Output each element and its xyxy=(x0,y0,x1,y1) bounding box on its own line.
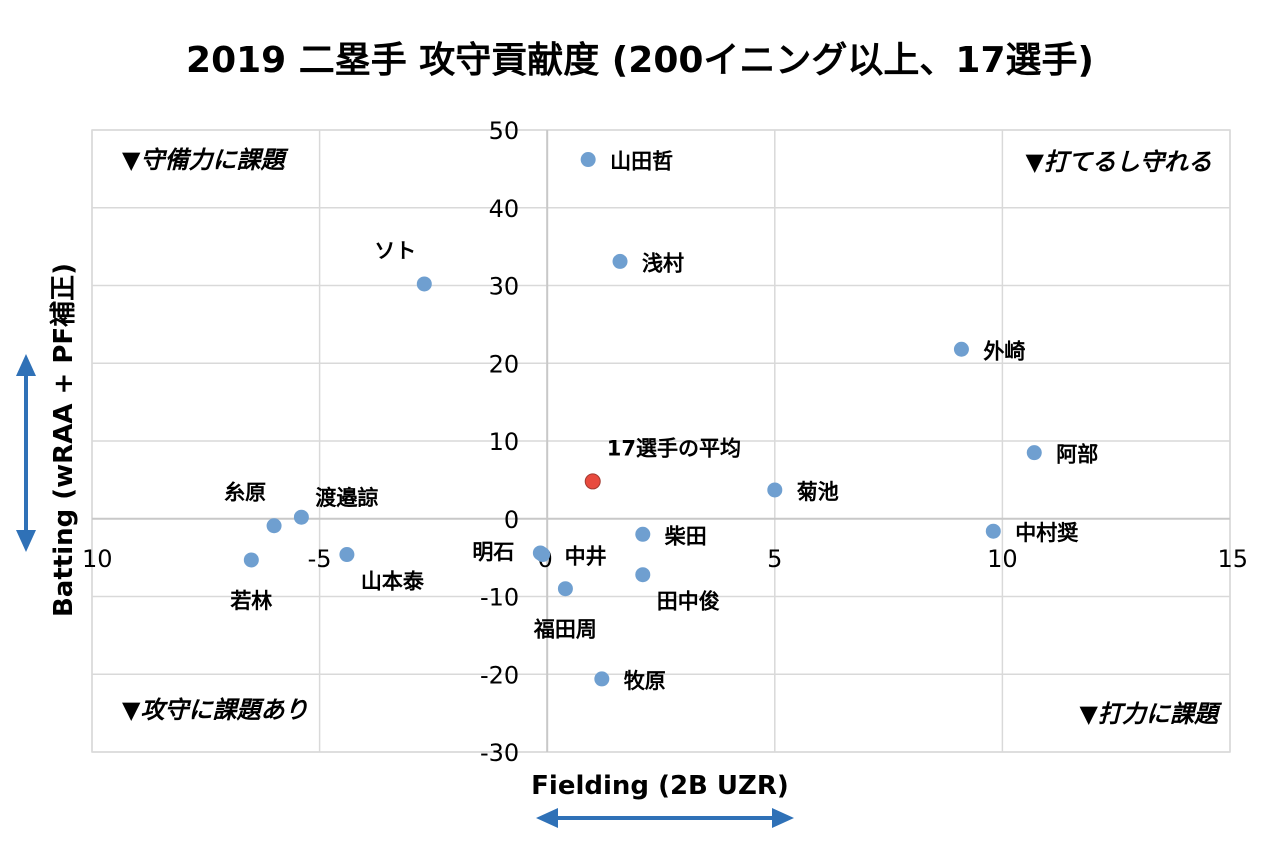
data-label: 牧原 xyxy=(624,669,666,693)
data-label: 若林 xyxy=(229,589,272,613)
y-tick-label: -30 xyxy=(480,739,519,767)
quadrant-labels: ▼守備力に課題 ▼打てるし守れる ▼攻守に課題あり ▼打力に課題 xyxy=(122,146,1223,728)
y-tick-label: 30 xyxy=(489,273,520,301)
horizontal-arrow-head-left xyxy=(536,808,558,828)
data-label: 渡邉諒 xyxy=(315,486,378,510)
average-label: 17選手の平均 xyxy=(607,436,741,460)
quadrant-label-bottom-left: ▼攻守に課題あり xyxy=(122,696,308,724)
quadrant-label-top-right: ▼打てるし守れる xyxy=(1026,148,1212,176)
data-label: 柴田 xyxy=(664,524,707,548)
data-point xyxy=(339,547,355,563)
quadrant-label-top-left: ▼守備力に課題 xyxy=(122,146,289,174)
y-tick-label: 50 xyxy=(489,117,520,145)
data-label: 菊池 xyxy=(797,480,839,504)
vertical-arrow-head-down xyxy=(16,530,36,552)
x-tick-label: 15 xyxy=(1217,545,1248,573)
data-point xyxy=(635,567,651,583)
data-label: 浅村 xyxy=(642,251,684,275)
data-label: 山本泰 xyxy=(361,570,425,594)
y-tick-label: -20 xyxy=(480,661,519,689)
data-point xyxy=(580,152,596,168)
x-tick-label: -5 xyxy=(308,545,332,573)
y-tick-label: -10 xyxy=(480,584,519,612)
data-label: 中井 xyxy=(565,545,607,569)
y-tick-label: 10 xyxy=(489,428,520,456)
data-point xyxy=(594,671,610,687)
data-label: ソト xyxy=(374,239,416,263)
data-point xyxy=(985,523,1001,539)
x-tick-label: 5 xyxy=(767,545,782,573)
data-label: 山田哲 xyxy=(610,150,673,174)
y-tick-label: 20 xyxy=(489,350,520,378)
data-points xyxy=(243,152,1042,687)
data-label: 阿部 xyxy=(1056,443,1098,467)
y-axis-title: Batting (wRAA + PF補正) xyxy=(49,263,79,617)
data-label: 糸原 xyxy=(224,481,266,505)
data-point xyxy=(767,482,783,498)
y-tick-label: 40 xyxy=(489,195,520,223)
data-point xyxy=(635,526,651,542)
data-point xyxy=(243,552,259,568)
data-point xyxy=(293,509,309,525)
horizontal-arrow-head-right xyxy=(772,808,794,828)
data-point xyxy=(416,276,432,292)
data-label: 外崎 xyxy=(983,339,1025,363)
axes xyxy=(92,130,1230,752)
x-tick-label: 10 xyxy=(82,545,113,573)
data-point xyxy=(557,581,573,597)
x-tick-label: 10 xyxy=(987,545,1018,573)
data-label: 中村奨 xyxy=(1015,521,1079,545)
vertical-arrow-head-up xyxy=(16,354,36,376)
x-axis-title: Fielding (2B UZR) xyxy=(531,771,789,801)
average-point xyxy=(584,473,601,490)
data-label: 田中俊 xyxy=(657,590,720,614)
data-point xyxy=(1026,445,1042,461)
axis-arrows xyxy=(16,354,794,828)
quadrant-label-bottom-right: ▼打力に課題 xyxy=(1080,700,1223,728)
data-point xyxy=(266,518,282,534)
data-point xyxy=(953,341,969,357)
data-label: 福田周 xyxy=(533,618,597,642)
chart-title: 2019 二塁手 攻守貢献度 (200イニング以上、17選手) xyxy=(186,40,1094,81)
data-label: 明石 xyxy=(472,540,514,564)
data-point xyxy=(612,253,628,269)
y-tick-label: 0 xyxy=(504,506,519,534)
data-point xyxy=(532,545,548,561)
